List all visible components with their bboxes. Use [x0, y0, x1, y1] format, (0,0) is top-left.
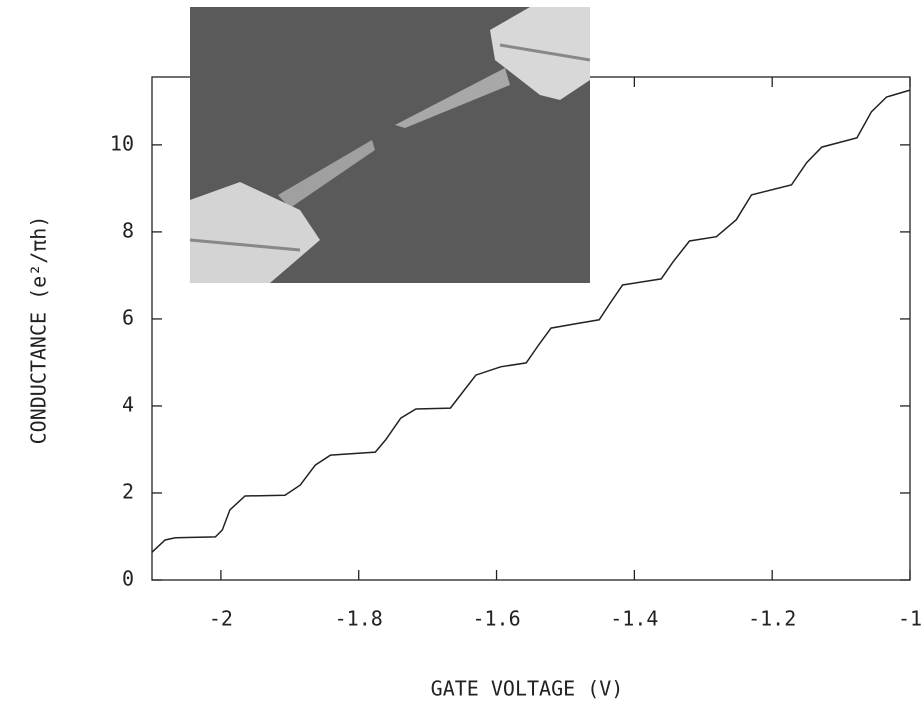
x-tick-label: -2 [209, 607, 233, 631]
x-axis-label: GATE VOLTAGE (V) [431, 677, 624, 701]
y-tick-label: 10 [110, 131, 134, 155]
chart: 0 2 4 6 8 10 -2 -1.8 -1.6 -1.4 -1.2 -1 GATE VOLTAGE… [0, 0, 922, 704]
y-tick-label: 0 [122, 567, 134, 591]
y-tick-label: 8 [122, 218, 134, 242]
y-tick-label: 6 [122, 305, 134, 329]
x-tick-label: -1.2 [748, 607, 796, 631]
x-tick-label: -1.4 [610, 607, 658, 631]
x-tick-label: -1 [898, 607, 922, 631]
x-tick-label: -1.6 [472, 607, 520, 631]
y-tick-label: 2 [122, 479, 134, 503]
x-tick-label: -1.8 [335, 607, 383, 631]
y-tick-label: 4 [122, 392, 134, 416]
inset-photo [190, 7, 590, 283]
y-axis-label: CONDUCTANCE (e²/πh) [27, 216, 51, 445]
